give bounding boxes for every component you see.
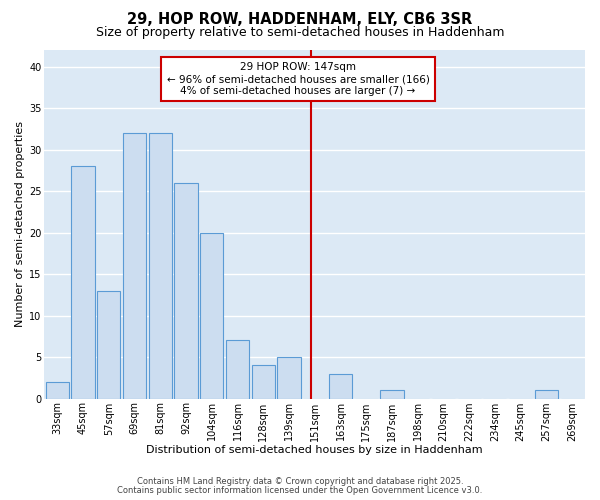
Text: Contains HM Land Registry data © Crown copyright and database right 2025.: Contains HM Land Registry data © Crown c… [137, 477, 463, 486]
Text: Contains public sector information licensed under the Open Government Licence v3: Contains public sector information licen… [118, 486, 482, 495]
Bar [277, 357, 301, 399]
Bar [71, 166, 95, 398]
Bar [251, 366, 275, 398]
Bar [149, 133, 172, 398]
X-axis label: Distribution of semi-detached houses by size in Haddenham: Distribution of semi-detached houses by … [146, 445, 483, 455]
Bar [123, 133, 146, 398]
Bar [97, 290, 121, 399]
Bar [200, 232, 223, 398]
Bar [329, 374, 352, 398]
Bar [380, 390, 404, 398]
Text: Size of property relative to semi-detached houses in Haddenham: Size of property relative to semi-detach… [96, 26, 504, 39]
Text: 29, HOP ROW, HADDENHAM, ELY, CB6 3SR: 29, HOP ROW, HADDENHAM, ELY, CB6 3SR [127, 12, 473, 28]
Text: 29 HOP ROW: 147sqm
← 96% of semi-detached houses are smaller (166)
4% of semi-de: 29 HOP ROW: 147sqm ← 96% of semi-detache… [167, 62, 430, 96]
Bar [46, 382, 69, 398]
Bar [535, 390, 558, 398]
Y-axis label: Number of semi-detached properties: Number of semi-detached properties [15, 122, 25, 328]
Bar [226, 340, 249, 398]
Bar [175, 183, 197, 398]
